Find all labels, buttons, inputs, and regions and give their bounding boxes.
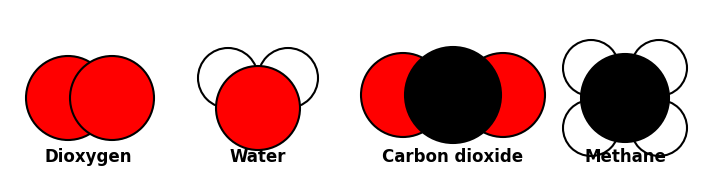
Circle shape [26,56,110,140]
Circle shape [70,56,154,140]
Circle shape [361,53,445,137]
Circle shape [581,54,669,142]
Circle shape [216,66,300,150]
Circle shape [563,100,619,156]
Circle shape [631,100,687,156]
Circle shape [198,48,258,108]
Circle shape [405,47,501,143]
Text: Water: Water [230,148,286,166]
Text: Methane: Methane [584,148,666,166]
Circle shape [563,40,619,96]
Circle shape [631,40,687,96]
Circle shape [258,48,318,108]
Text: Dioxygen: Dioxygen [44,148,132,166]
Text: Carbon dioxide: Carbon dioxide [383,148,523,166]
Circle shape [461,53,545,137]
